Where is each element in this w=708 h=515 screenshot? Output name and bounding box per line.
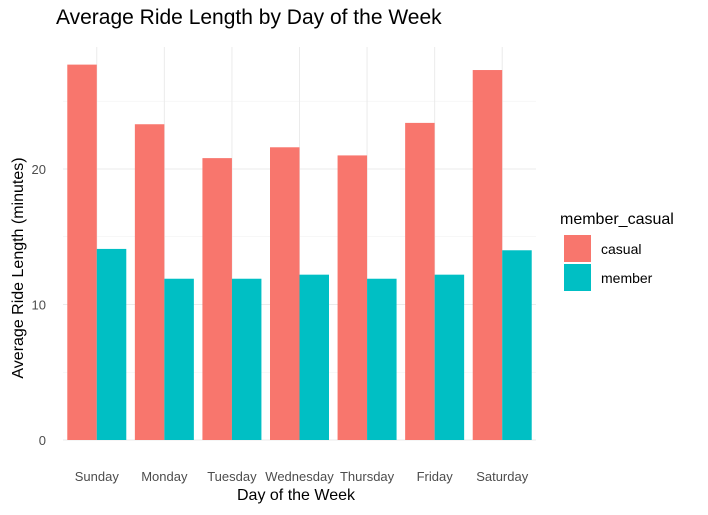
- bar-member-saturday: [502, 250, 532, 440]
- y-axis-ticks: 0 10 20: [32, 162, 46, 448]
- bar-member-friday: [434, 274, 465, 440]
- x-tick-label-saturday: Saturday: [476, 469, 529, 484]
- legend-key-member: [564, 264, 591, 291]
- x-tick-label-wednesday: Wednesday: [265, 469, 334, 484]
- bar-casual-thursday: [337, 155, 368, 440]
- bar-casual-saturday: [472, 70, 503, 440]
- y-axis-label: Average Ride Length (minutes): [10, 157, 27, 378]
- legend-label-casual: casual: [601, 241, 641, 257]
- legend-key-casual: [564, 235, 591, 262]
- bar-member-tuesday: [231, 278, 262, 440]
- x-tick-label-friday: Friday: [417, 469, 454, 484]
- chart-title: Average Ride Length by Day of the Week: [56, 6, 442, 29]
- x-axis-label: Day of the Week: [237, 487, 356, 504]
- bar-member-monday: [164, 278, 194, 440]
- x-tick-label-sunday: Sunday: [75, 469, 120, 484]
- y-tick-label: 10: [32, 297, 46, 312]
- bars: [67, 64, 532, 441]
- bar-member-sunday: [96, 248, 127, 440]
- bar-casual-friday: [405, 122, 435, 441]
- bar-member-thursday: [367, 278, 397, 440]
- bar-casual-monday: [134, 124, 165, 441]
- y-tick-label: 0: [39, 433, 46, 448]
- x-axis-ticks: Sunday Monday Tuesday Wednesday Thursday Frid…: [75, 469, 529, 484]
- y-tick-label: 20: [32, 162, 46, 177]
- bar-casual-tuesday: [202, 158, 232, 440]
- x-tick-label-thursday: Thursday: [340, 469, 395, 484]
- bar-casual-sunday: [67, 64, 97, 440]
- x-tick-label-tuesday: Tuesday: [207, 469, 257, 484]
- x-tick-label-monday: Monday: [141, 469, 188, 484]
- legend: member_casual casual member: [560, 211, 674, 291]
- legend-label-member: member: [601, 270, 653, 286]
- bar-member-wednesday: [299, 274, 329, 440]
- legend-title: member_casual: [560, 211, 674, 228]
- bar-casual-wednesday: [270, 147, 300, 440]
